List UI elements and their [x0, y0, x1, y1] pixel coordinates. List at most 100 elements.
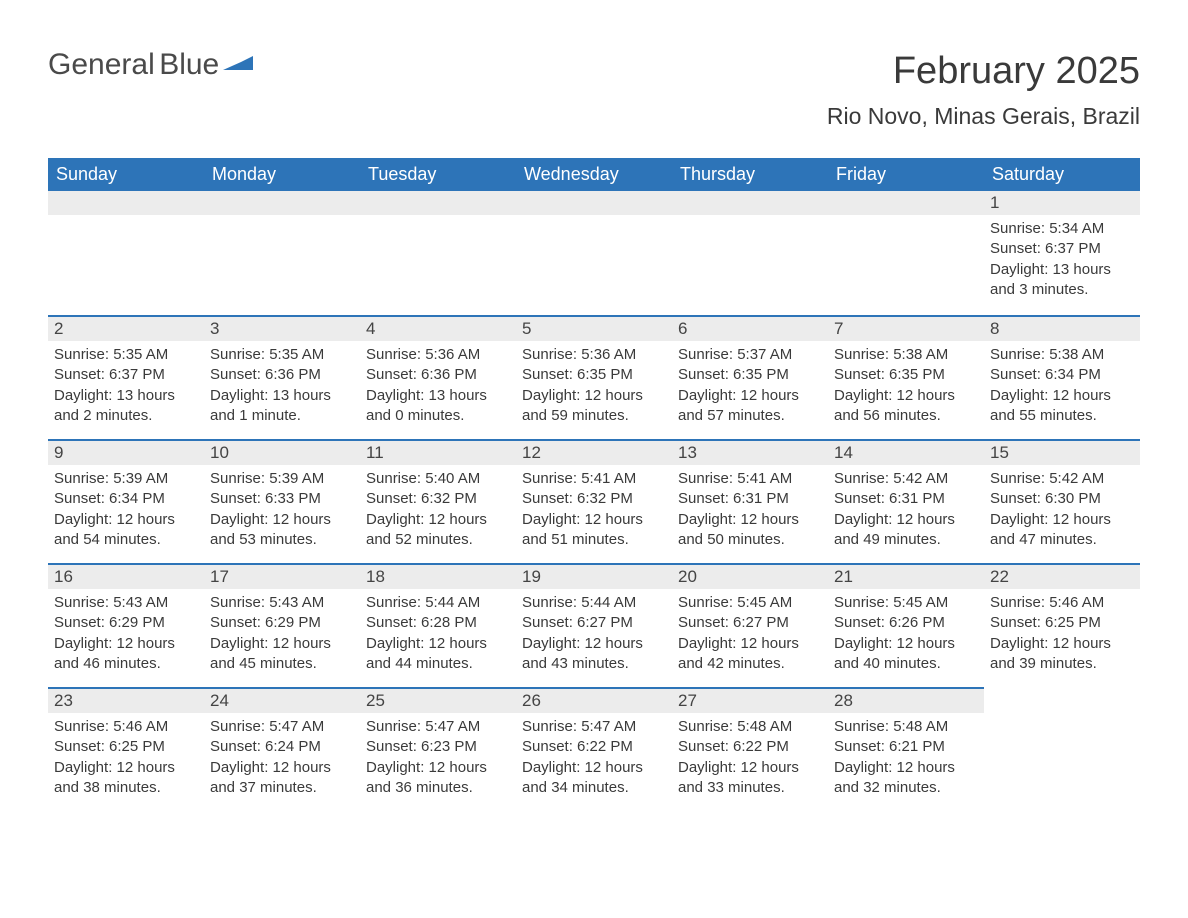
day-number: 22 [984, 563, 1140, 589]
weekday-header: Friday [828, 158, 984, 191]
day-details: Sunrise: 5:38 AMSunset: 6:34 PMDaylight:… [984, 341, 1140, 426]
calendar-cell: 18Sunrise: 5:44 AMSunset: 6:28 PMDayligh… [360, 563, 516, 687]
calendar-cell: 17Sunrise: 5:43 AMSunset: 6:29 PMDayligh… [204, 563, 360, 687]
sunset-text: Sunset: 6:31 PM [678, 489, 822, 509]
day-number: 20 [672, 563, 828, 589]
weekday-header: Monday [204, 158, 360, 191]
sunrise-text: Sunrise: 5:35 AM [210, 345, 354, 365]
day-details: Sunrise: 5:37 AMSunset: 6:35 PMDaylight:… [672, 341, 828, 426]
daylight-text: Daylight: 12 hours and 47 minutes. [990, 510, 1134, 551]
sunrise-text: Sunrise: 5:36 AM [366, 345, 510, 365]
day-details: Sunrise: 5:34 AMSunset: 6:37 PMDaylight:… [984, 215, 1140, 300]
day-number: 27 [672, 687, 828, 713]
calendar-cell: 24Sunrise: 5:47 AMSunset: 6:24 PMDayligh… [204, 687, 360, 811]
day-details: Sunrise: 5:47 AMSunset: 6:22 PMDaylight:… [516, 713, 672, 798]
sunrise-text: Sunrise: 5:45 AM [834, 593, 978, 613]
daylight-text: Daylight: 12 hours and 33 minutes. [678, 758, 822, 799]
day-details: Sunrise: 5:36 AMSunset: 6:35 PMDaylight:… [516, 341, 672, 426]
day-details: Sunrise: 5:44 AMSunset: 6:28 PMDaylight:… [360, 589, 516, 674]
day-number: 28 [828, 687, 984, 713]
day-details: Sunrise: 5:48 AMSunset: 6:21 PMDaylight:… [828, 713, 984, 798]
sunset-text: Sunset: 6:22 PM [522, 737, 666, 757]
weekday-header: Saturday [984, 158, 1140, 191]
sunset-text: Sunset: 6:28 PM [366, 613, 510, 633]
day-details: Sunrise: 5:39 AMSunset: 6:33 PMDaylight:… [204, 465, 360, 550]
sunset-text: Sunset: 6:36 PM [366, 365, 510, 385]
sunrise-text: Sunrise: 5:46 AM [990, 593, 1134, 613]
day-details: Sunrise: 5:41 AMSunset: 6:32 PMDaylight:… [516, 465, 672, 550]
calendar-cell: 10Sunrise: 5:39 AMSunset: 6:33 PMDayligh… [204, 439, 360, 563]
day-number: 21 [828, 563, 984, 589]
calendar-week-row: 2Sunrise: 5:35 AMSunset: 6:37 PMDaylight… [48, 315, 1140, 439]
day-details: Sunrise: 5:45 AMSunset: 6:26 PMDaylight:… [828, 589, 984, 674]
day-details: Sunrise: 5:46 AMSunset: 6:25 PMDaylight:… [48, 713, 204, 798]
day-number: 14 [828, 439, 984, 465]
sunset-text: Sunset: 6:32 PM [522, 489, 666, 509]
sunset-text: Sunset: 6:29 PM [210, 613, 354, 633]
calendar-cell [48, 191, 204, 315]
sunset-text: Sunset: 6:25 PM [990, 613, 1134, 633]
daylight-text: Daylight: 12 hours and 55 minutes. [990, 386, 1134, 427]
day-number: 19 [516, 563, 672, 589]
empty-day-strip [672, 191, 828, 215]
day-number: 4 [360, 315, 516, 341]
sunrise-text: Sunrise: 5:48 AM [834, 717, 978, 737]
logo: General Blue [48, 50, 259, 80]
sunset-text: Sunset: 6:26 PM [834, 613, 978, 633]
day-number: 12 [516, 439, 672, 465]
calendar-cell: 14Sunrise: 5:42 AMSunset: 6:31 PMDayligh… [828, 439, 984, 563]
sunset-text: Sunset: 6:33 PM [210, 489, 354, 509]
daylight-text: Daylight: 12 hours and 51 minutes. [522, 510, 666, 551]
sunset-text: Sunset: 6:25 PM [54, 737, 198, 757]
day-number: 16 [48, 563, 204, 589]
calendar-cell: 9Sunrise: 5:39 AMSunset: 6:34 PMDaylight… [48, 439, 204, 563]
day-number: 7 [828, 315, 984, 341]
day-details: Sunrise: 5:38 AMSunset: 6:35 PMDaylight:… [828, 341, 984, 426]
calendar-cell: 26Sunrise: 5:47 AMSunset: 6:22 PMDayligh… [516, 687, 672, 811]
sunrise-text: Sunrise: 5:43 AM [210, 593, 354, 613]
sunset-text: Sunset: 6:36 PM [210, 365, 354, 385]
sunrise-text: Sunrise: 5:48 AM [678, 717, 822, 737]
sunrise-text: Sunrise: 5:43 AM [54, 593, 198, 613]
day-details: Sunrise: 5:42 AMSunset: 6:31 PMDaylight:… [828, 465, 984, 550]
daylight-text: Daylight: 12 hours and 39 minutes. [990, 634, 1134, 675]
logo-triangle-icon [223, 50, 259, 77]
sunset-text: Sunset: 6:31 PM [834, 489, 978, 509]
calendar-cell: 12Sunrise: 5:41 AMSunset: 6:32 PMDayligh… [516, 439, 672, 563]
daylight-text: Daylight: 12 hours and 38 minutes. [54, 758, 198, 799]
calendar-cell: 11Sunrise: 5:40 AMSunset: 6:32 PMDayligh… [360, 439, 516, 563]
daylight-text: Daylight: 12 hours and 42 minutes. [678, 634, 822, 675]
sunrise-text: Sunrise: 5:44 AM [522, 593, 666, 613]
sunrise-text: Sunrise: 5:46 AM [54, 717, 198, 737]
calendar-week-row: 16Sunrise: 5:43 AMSunset: 6:29 PMDayligh… [48, 563, 1140, 687]
day-details: Sunrise: 5:43 AMSunset: 6:29 PMDaylight:… [48, 589, 204, 674]
day-number: 17 [204, 563, 360, 589]
sunrise-text: Sunrise: 5:47 AM [210, 717, 354, 737]
calendar-cell: 21Sunrise: 5:45 AMSunset: 6:26 PMDayligh… [828, 563, 984, 687]
day-number: 25 [360, 687, 516, 713]
logo-word2: Blue [159, 48, 219, 81]
day-details: Sunrise: 5:35 AMSunset: 6:37 PMDaylight:… [48, 341, 204, 426]
sunrise-text: Sunrise: 5:47 AM [366, 717, 510, 737]
calendar-cell: 6Sunrise: 5:37 AMSunset: 6:35 PMDaylight… [672, 315, 828, 439]
day-details: Sunrise: 5:41 AMSunset: 6:31 PMDaylight:… [672, 465, 828, 550]
calendar-week-row: 9Sunrise: 5:39 AMSunset: 6:34 PMDaylight… [48, 439, 1140, 563]
calendar-cell: 28Sunrise: 5:48 AMSunset: 6:21 PMDayligh… [828, 687, 984, 811]
sunrise-text: Sunrise: 5:40 AM [366, 469, 510, 489]
day-number: 26 [516, 687, 672, 713]
day-number: 5 [516, 315, 672, 341]
sunrise-text: Sunrise: 5:42 AM [834, 469, 978, 489]
calendar-cell: 20Sunrise: 5:45 AMSunset: 6:27 PMDayligh… [672, 563, 828, 687]
location-label: Rio Novo, Minas Gerais, Brazil [827, 103, 1140, 130]
weekday-header: Sunday [48, 158, 204, 191]
empty-day-strip [48, 191, 204, 215]
sunrise-text: Sunrise: 5:47 AM [522, 717, 666, 737]
daylight-text: Daylight: 12 hours and 37 minutes. [210, 758, 354, 799]
calendar-cell: 23Sunrise: 5:46 AMSunset: 6:25 PMDayligh… [48, 687, 204, 811]
calendar-week-row: 23Sunrise: 5:46 AMSunset: 6:25 PMDayligh… [48, 687, 1140, 811]
daylight-text: Daylight: 12 hours and 32 minutes. [834, 758, 978, 799]
day-number: 10 [204, 439, 360, 465]
day-details: Sunrise: 5:47 AMSunset: 6:23 PMDaylight:… [360, 713, 516, 798]
calendar-cell: 2Sunrise: 5:35 AMSunset: 6:37 PMDaylight… [48, 315, 204, 439]
daylight-text: Daylight: 12 hours and 50 minutes. [678, 510, 822, 551]
